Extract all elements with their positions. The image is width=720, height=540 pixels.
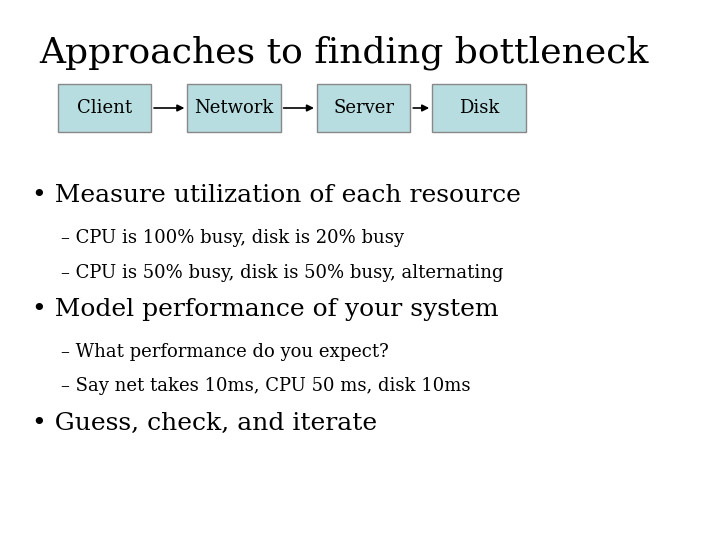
Text: • Measure utilization of each resource: • Measure utilization of each resource bbox=[32, 184, 521, 207]
Text: Server: Server bbox=[333, 99, 394, 117]
Text: • Guess, check, and iterate: • Guess, check, and iterate bbox=[32, 411, 377, 435]
Bar bbox=[187, 84, 281, 132]
Text: – What performance do you expect?: – What performance do you expect? bbox=[61, 343, 389, 361]
Bar bbox=[317, 84, 410, 132]
Text: • Model performance of your system: • Model performance of your system bbox=[32, 298, 499, 321]
Text: – CPU is 50% busy, disk is 50% busy, alternating: – CPU is 50% busy, disk is 50% busy, alt… bbox=[61, 264, 504, 281]
Text: Client: Client bbox=[77, 99, 132, 117]
Text: Network: Network bbox=[194, 99, 274, 117]
Text: Disk: Disk bbox=[459, 99, 499, 117]
Text: Approaches to finding bottleneck: Approaches to finding bottleneck bbox=[40, 35, 649, 70]
Bar bbox=[432, 84, 526, 132]
Text: – Say net takes 10ms, CPU 50 ms, disk 10ms: – Say net takes 10ms, CPU 50 ms, disk 10… bbox=[61, 377, 471, 395]
Text: – CPU is 100% busy, disk is 20% busy: – CPU is 100% busy, disk is 20% busy bbox=[61, 230, 404, 247]
Bar bbox=[58, 84, 151, 132]
